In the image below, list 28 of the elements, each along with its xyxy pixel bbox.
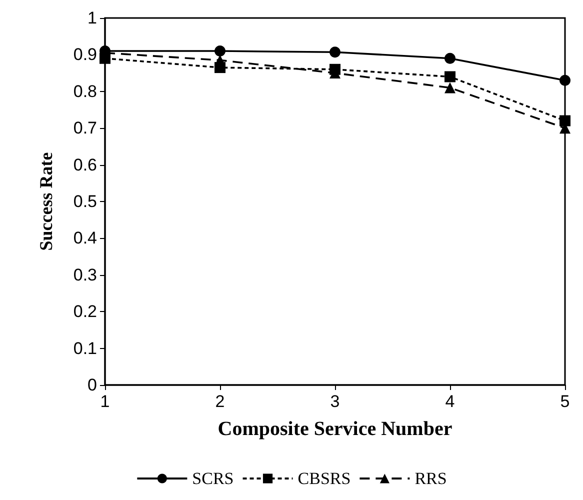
point (444, 52, 456, 64)
y-tick-label: 0.4 (73, 228, 97, 248)
legend-label: SCRS (192, 469, 234, 488)
legend-label: CBSRS (298, 469, 351, 488)
y-axis-title: Success Rate (36, 152, 56, 251)
y-tick-label: 0.3 (73, 265, 97, 284)
y-tick-label: 1 (88, 8, 97, 28)
x-tick-label: 2 (215, 392, 225, 411)
point (560, 115, 570, 126)
x-tick-label: 1 (100, 392, 110, 411)
y-tick-label: 0.1 (73, 338, 97, 358)
x-axis-title: Composite Service Number (218, 418, 452, 440)
y-tick-label: 0.5 (73, 192, 97, 211)
x-tick-label: 4 (445, 392, 455, 411)
y-tick-label: 0.9 (73, 45, 97, 64)
x-tick-label: 5 (560, 392, 570, 411)
y-tick-label: 0.6 (73, 155, 97, 174)
y-tick-label: 0.7 (73, 118, 97, 138)
y-tick-label: 0 (88, 376, 97, 394)
point (330, 46, 340, 58)
y-tick-label: 0.8 (73, 82, 97, 101)
point (444, 82, 456, 94)
legend-label: RRS (414, 469, 447, 488)
point (214, 46, 226, 57)
x-tick-label: 3 (330, 392, 340, 411)
point (444, 71, 456, 82)
point (560, 74, 570, 86)
y-tick-label: 0.2 (73, 302, 97, 322)
